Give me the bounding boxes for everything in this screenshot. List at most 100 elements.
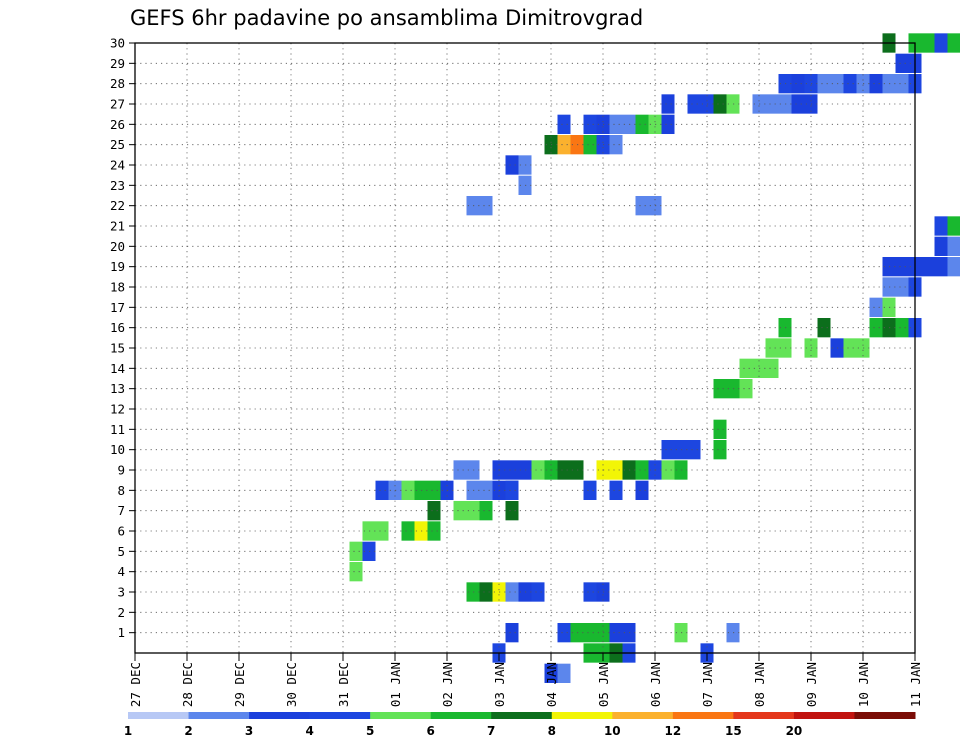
y-tick-label: 21 (110, 219, 125, 234)
precip-cell (401, 480, 415, 500)
precip-cell (557, 460, 571, 480)
precip-cell (505, 460, 519, 480)
precip-cell (635, 460, 649, 480)
legend-swatch (672, 712, 734, 719)
legend-swatch (128, 712, 190, 719)
precip-cell (635, 114, 649, 134)
precip-cell (661, 114, 675, 134)
precip-cell (661, 460, 675, 480)
legend-swatch (309, 712, 371, 719)
precip-cell (479, 480, 493, 500)
precip-cell (934, 33, 948, 53)
y-tick-label: 4 (117, 564, 125, 579)
legend-label: 15 (725, 724, 742, 738)
y-tick-label: 30 (110, 36, 125, 51)
y-tick-label: 1 (117, 625, 125, 640)
x-tick-label: 01 JAN (388, 662, 403, 707)
legend-label: 4 (305, 724, 313, 738)
precip-cell (583, 135, 597, 155)
x-tick-label: 30 DEC (284, 662, 299, 707)
precip-cell (505, 480, 519, 500)
x-axis: 27 DEC 28 DEC 29 DEC 30 DEC 31 DEC 01 JAN 02 J… (128, 653, 923, 707)
x-tick-label: 02 JAN (440, 662, 455, 707)
legend-label: 12 (664, 724, 681, 738)
precip-cell (739, 379, 753, 399)
precip-cell (427, 521, 441, 541)
precip-cell (583, 623, 597, 643)
precip-cell (557, 623, 571, 643)
y-tick-label: 29 (110, 56, 125, 71)
precip-cell (375, 521, 389, 541)
y-tick-label: 6 (117, 524, 125, 539)
legend-swatch (733, 712, 795, 719)
x-tick-label: 03 JAN (492, 662, 507, 707)
x-tick-label: 05 JAN (596, 662, 611, 707)
y-tick-label: 14 (110, 361, 125, 376)
y-tick-label: 8 (117, 483, 125, 498)
precip-cell (895, 74, 909, 94)
precip-cell (453, 501, 467, 521)
precip-cell (505, 501, 519, 521)
y-tick-label: 9 (117, 463, 125, 478)
y-tick-label: 18 (110, 280, 125, 295)
x-tick-label: 11 JAN (908, 662, 923, 707)
y-tick-label: 10 (110, 442, 125, 457)
precip-cell (583, 114, 597, 134)
precip-cell (609, 135, 623, 155)
x-tick-label: 27 DEC (128, 662, 143, 707)
precip-cell (453, 460, 467, 480)
color-legend: 1 2 3 4 5 6 7 8 10 12 15 20 (124, 712, 916, 738)
precip-cell (505, 582, 519, 602)
precip-cell (583, 582, 597, 602)
precip-cell (505, 623, 519, 643)
precip-cell (921, 257, 935, 277)
data-cells (349, 33, 960, 683)
precip-cell (349, 541, 363, 561)
precip-cell (791, 74, 805, 94)
precip-cell (557, 135, 571, 155)
precip-cell (713, 419, 727, 439)
x-tick-label: 07 JAN (700, 662, 715, 707)
precip-cell (635, 196, 649, 216)
precip-cell (713, 440, 727, 460)
precip-cell (609, 623, 623, 643)
y-axis: 1234567891011121314151617181920212223242… (110, 36, 135, 640)
precip-cell (609, 480, 623, 500)
precip-cell (869, 318, 883, 338)
y-tick-label: 7 (117, 503, 125, 518)
precip-cell (375, 480, 389, 500)
grid-lines (135, 43, 915, 653)
precip-cell (947, 257, 960, 277)
precip-cell (895, 277, 909, 297)
y-tick-label: 22 (110, 198, 125, 213)
precip-cell (869, 74, 883, 94)
precip-cell (947, 236, 960, 256)
precip-cell (947, 216, 960, 236)
precip-cell (765, 358, 779, 378)
precip-cell (609, 114, 623, 134)
y-tick-label: 3 (117, 585, 125, 600)
y-tick-label: 19 (110, 259, 125, 274)
precip-cell (583, 480, 597, 500)
y-tick-label: 25 (110, 137, 125, 152)
x-tick-label: 04 JAN (544, 662, 559, 707)
precip-cell (895, 318, 909, 338)
precip-cell (687, 440, 701, 460)
legend-swatch (612, 712, 674, 719)
precip-cell (713, 94, 727, 114)
legend-label: 8 (548, 724, 556, 738)
precip-cell (427, 480, 441, 500)
legend-label: 6 (427, 724, 435, 738)
legend-swatch (370, 712, 432, 719)
legend-label: 20 (786, 724, 803, 738)
precip-cell (401, 521, 415, 541)
x-tick-label: 29 DEC (232, 662, 247, 707)
legend-swatch (249, 712, 311, 719)
legend-label: 3 (245, 724, 253, 738)
legend-swatch (854, 712, 916, 719)
y-tick-label: 28 (110, 76, 125, 91)
precip-cell (557, 114, 571, 134)
y-tick-label: 24 (110, 158, 125, 173)
legend-swatch (491, 712, 553, 719)
